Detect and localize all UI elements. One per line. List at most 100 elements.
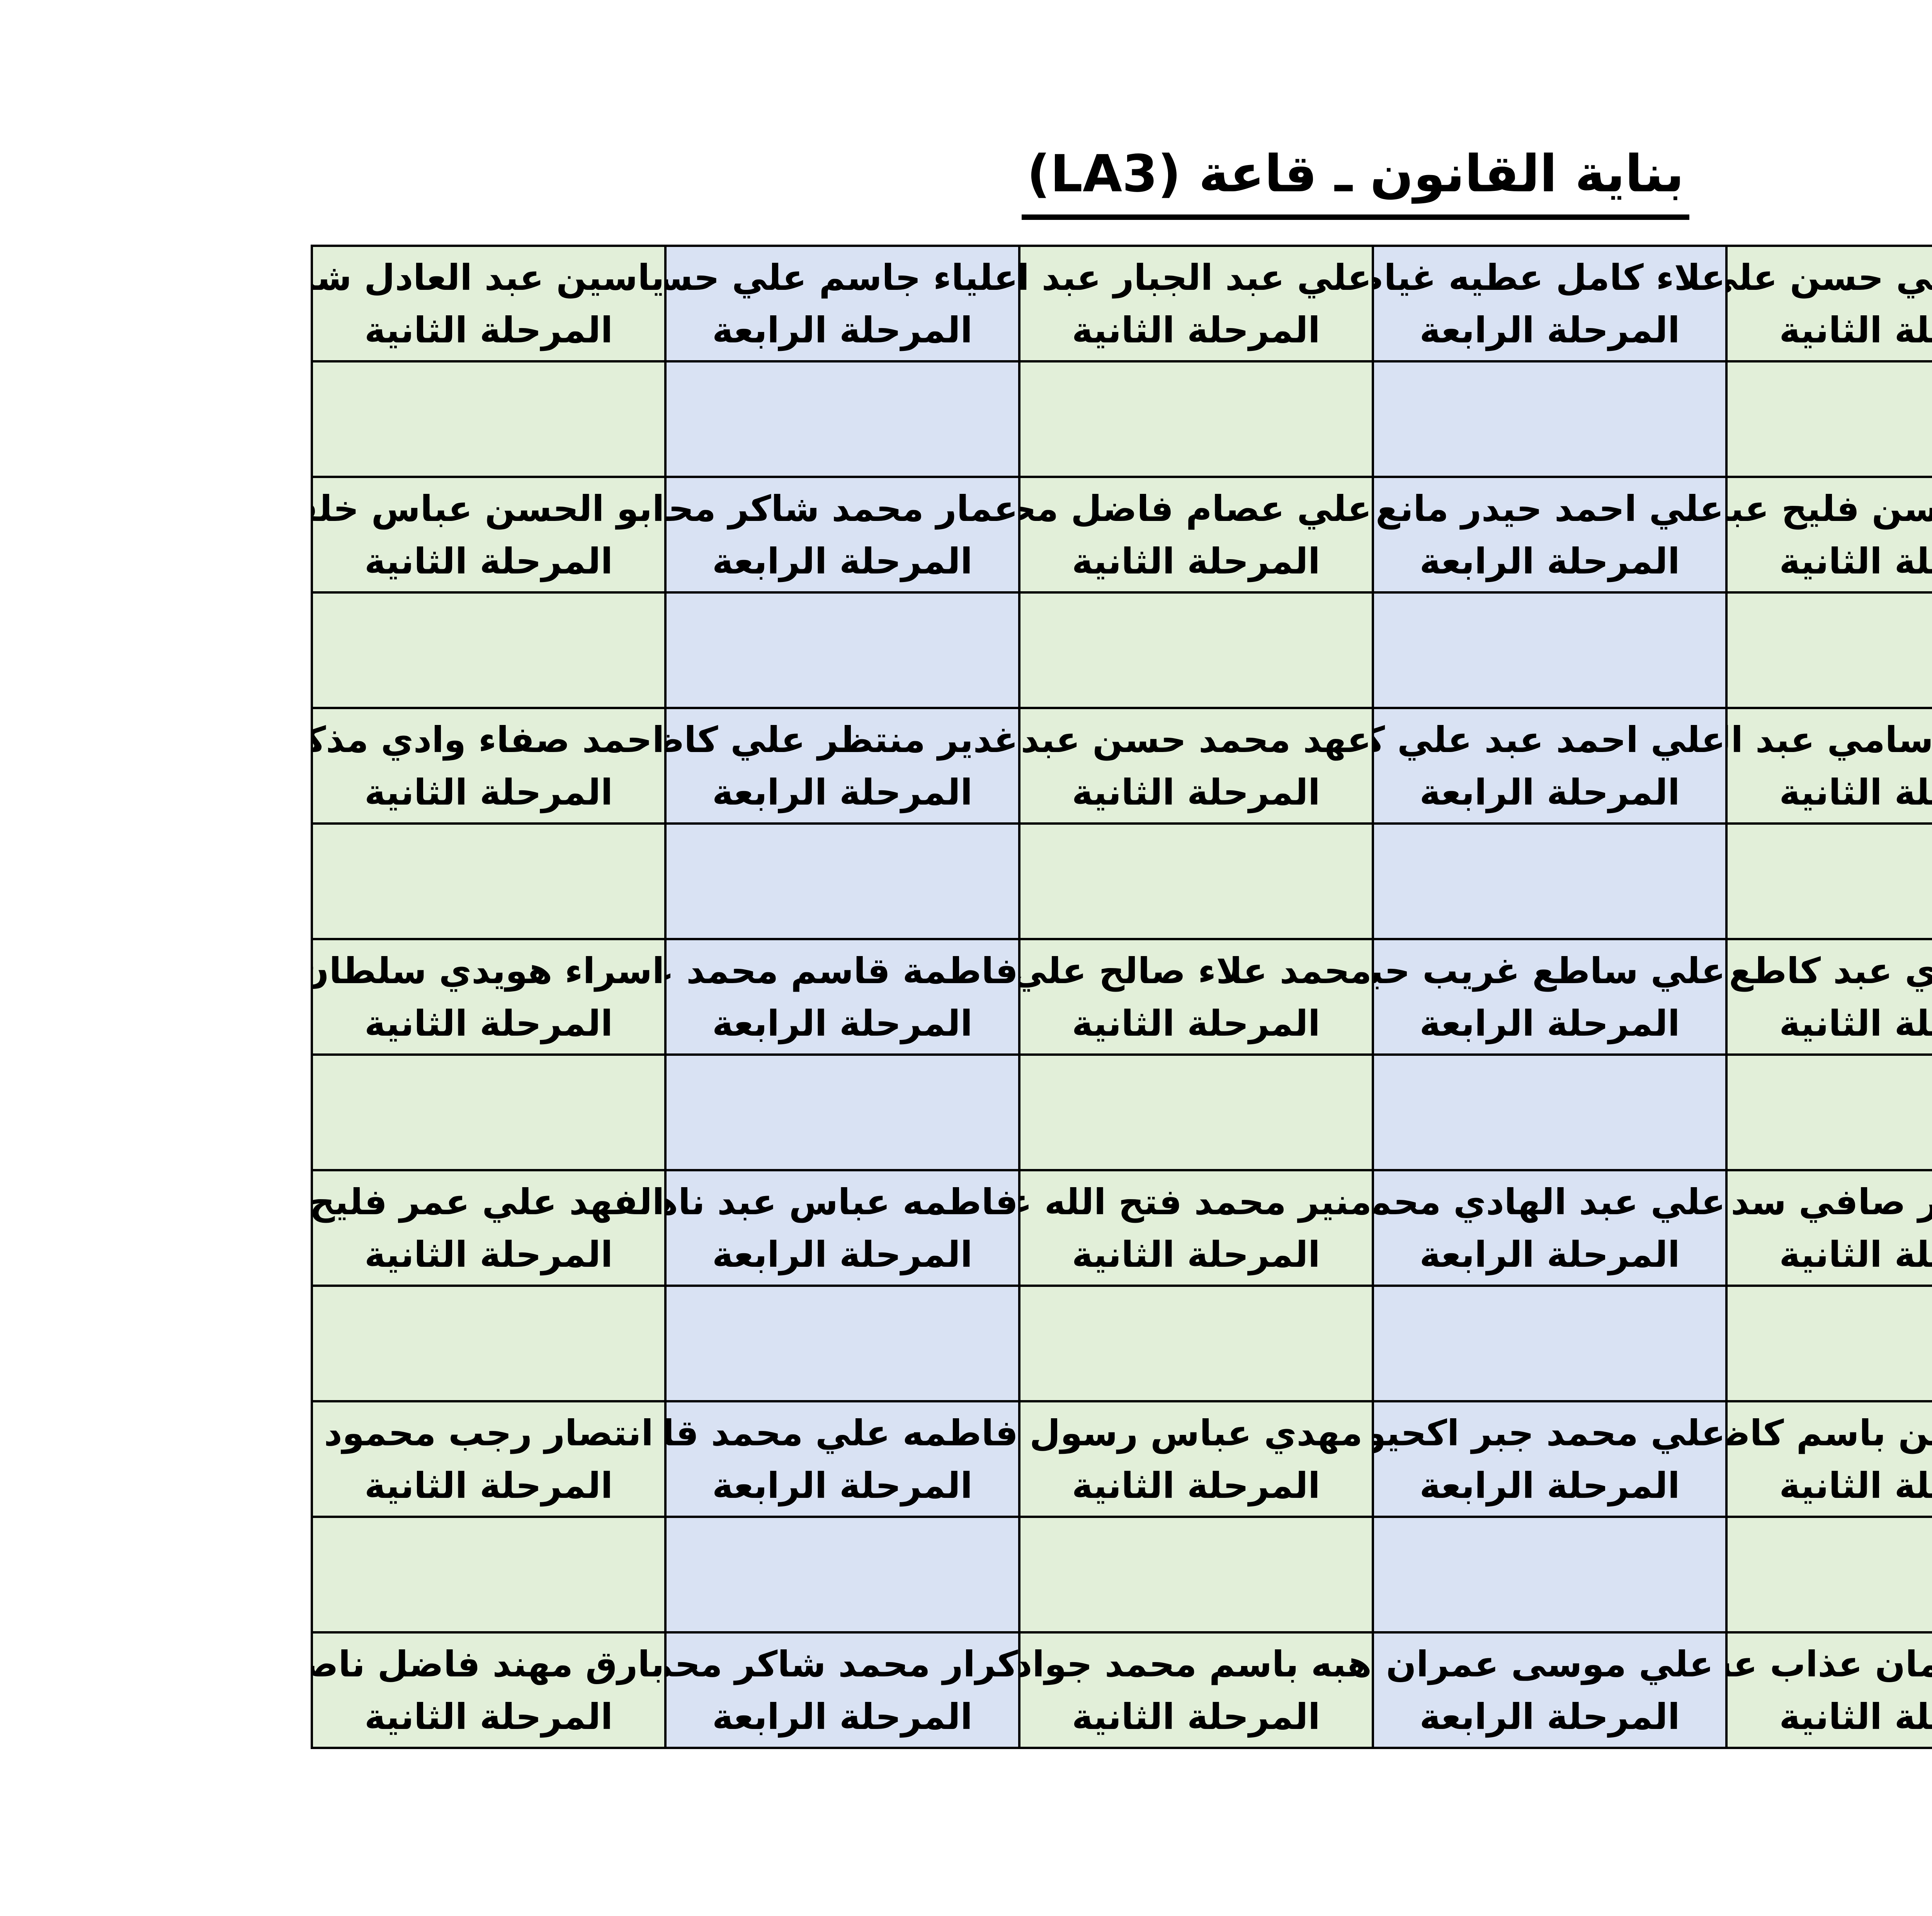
student-row: عباس عدنان صاحبالمرحلة الرابعةعلاء ميري …: [310, 938, 1932, 1056]
student-cell: هبه باسم محمد جواد المرحلة الثانية: [1018, 1631, 1374, 1749]
student-name: ابو الحسن عباس خلف: [312, 488, 665, 529]
student-cell: علي احمد حيدر مانع المرحلة الرابعة: [1372, 476, 1728, 594]
student-name: انتصار رجب محمود: [324, 1412, 653, 1454]
student-stage: المرحلة الثانية: [1071, 1465, 1320, 1506]
student-name: احمد صفاء وادي مذكور: [314, 719, 665, 761]
spacer-cell: [1372, 1516, 1728, 1634]
spacer-cell: [664, 1053, 1020, 1171]
student-stage: المرحلة الثانية: [1779, 1003, 1932, 1044]
student-name: علي محمد جبر اكحيوش: [1375, 1412, 1726, 1454]
student-cell: عهد محمد حسن عبد المرحلة الثانية: [1018, 707, 1374, 825]
student-cell-content: عبد الله سامي عبد الله المرحلة الثانية: [1729, 710, 1932, 819]
student-name: عبد الله سامي عبد الله: [1729, 719, 1932, 761]
student-cell: علي جبار صافي سدخان المرحلة الثانية: [1725, 1169, 1932, 1287]
seating-table-body: سجاد محمد جاسم حسنالمرحلة الرابعةضحى علي…: [310, 245, 1932, 1749]
spacer-cell: [1725, 822, 1932, 940]
spacer-cell: [310, 360, 667, 478]
student-cell: منير محمد فتح الله علي المرحلة الثانية: [1018, 1169, 1374, 1287]
student-cell: فاطمه عباس عبد ناهي المرحلة الرابعة: [664, 1169, 1020, 1287]
student-stage: المرحلة الثانية: [1071, 310, 1320, 351]
student-cell: علي ساطع غريب حبيب المرحلة الرابعة: [1372, 938, 1728, 1056]
spacer-cell: [310, 591, 667, 709]
student-cell: مهدي عباس رسول المرحلة الثانية: [1018, 1400, 1374, 1518]
student-cell-content: ابو الحسن عباس خلف المرحلة الثانية: [312, 479, 665, 588]
student-name: علي احمد حيدر مانع: [1376, 488, 1724, 529]
student-cell-content: علي عصام فاضل محمد المرحلة الثانية: [1022, 479, 1371, 588]
spacer-cell: [1018, 822, 1374, 940]
student-cell-content: ضحى علي حسن علي المرحلة الثانية: [1729, 248, 1932, 357]
spacer-cell: [1372, 360, 1728, 478]
student-cell: علي محمد جبر اكحيوش المرحلة الرابعة: [1372, 1400, 1728, 1518]
student-cell-content: علياء جاسم علي حسين المرحلة الرابعة: [668, 248, 1018, 357]
student-cell: علي موسى عمران المرحلة الرابعة: [1372, 1631, 1728, 1749]
student-name: علياء جاسم علي حسين: [668, 257, 1018, 298]
student-stage: المرحلة الثانية: [1071, 772, 1320, 813]
student-stage: المرحلة الثانية: [1779, 541, 1932, 582]
student-cell: علي عصام فاضل محمد المرحلة الثانية: [1018, 476, 1374, 594]
spacer-cell: [1372, 822, 1728, 940]
student-cell-content: انتصار رجب محمود المرحلة الثانية: [314, 1404, 663, 1512]
student-cell: علياء جاسم علي حسين المرحلة الرابعة: [664, 245, 1020, 362]
student-name: علي حسن باسم كاظم: [1729, 1412, 1932, 1454]
student-name: علي موسى عمران: [1386, 1644, 1714, 1685]
spacer-row: [310, 360, 1932, 478]
student-cell-content: كرار محمد شاكر محمد المرحلة الرابعة: [668, 1635, 1017, 1743]
student-cell-content: غدير منتظر علي كاظم المرحلة الرابعة: [668, 710, 1018, 819]
student-stage: المرحلة الثانية: [364, 1003, 613, 1044]
student-cell-content: فاطمه علي محمد قاسم المرحلة الرابعة: [665, 1404, 1018, 1512]
student-name: علي ساطع غريب حبيب: [1373, 950, 1726, 992]
student-stage: المرحلة الرابعة: [712, 1696, 973, 1737]
student-stage: المرحلة الرابعة: [1419, 772, 1680, 813]
student-stage: المرحلة الثانية: [1779, 310, 1932, 351]
student-cell-content: فاطمه عباس عبد ناهي المرحلة الرابعة: [668, 1172, 1017, 1281]
student-cell: ياسين عبد العادل شافي المرحلة الثانية: [310, 245, 667, 362]
student-stage: المرحلة الرابعة: [1419, 1696, 1680, 1737]
student-cell-content: علي عبد الجبار عبد الله المرحلة الثانية: [1022, 248, 1372, 357]
student-name: غدير منتظر علي كاظم: [668, 719, 1018, 761]
student-cell-content: احمد صفاء وادي مذكور المرحلة الثانية: [314, 710, 665, 819]
spacer-cell: [1725, 1516, 1932, 1634]
student-cell: غدير منتظر علي كاظم المرحلة الرابعة: [664, 707, 1020, 825]
spacer-cell: [310, 822, 667, 940]
student-cell-content: علي حسن باسم كاظم المرحلة الثانية: [1729, 1404, 1932, 1512]
student-stage: المرحلة الثانية: [1779, 1465, 1932, 1506]
spacer-cell: [664, 822, 1020, 940]
student-cell-content: مهدي عباس رسول المرحلة الثانية: [1022, 1404, 1371, 1512]
student-stage: المرحلة الرابعة: [1419, 1234, 1680, 1275]
student-cell-content: علاء كامل عطيه غياض المرحلة الرابعة: [1373, 248, 1726, 357]
student-name: فاطمة قاسم محمد عباس: [668, 950, 1018, 992]
student-cell-content: علي ساطع غريب حبيب المرحلة الرابعة: [1373, 941, 1726, 1050]
student-name: فاطمه علي محمد قاسم: [665, 1412, 1018, 1454]
spacer-cell: [1018, 360, 1374, 478]
student-row: عبدالله عبد العزيز عامرالمرحلة الرابعةعل…: [310, 1631, 1932, 1749]
student-cell-content: عهد محمد حسن عبد المرحلة الثانية: [1022, 710, 1371, 819]
student-cell-content: علي سلمان عذاب عسكر المرحلة الثانية: [1729, 1635, 1932, 1743]
spacer-cell: [664, 1516, 1020, 1634]
student-stage: المرحلة الرابعة: [712, 1003, 973, 1044]
student-stage: المرحلة الثانية: [1071, 1234, 1320, 1275]
student-name: مهدي عباس رسول: [1029, 1412, 1363, 1454]
spacer-cell: [1372, 1285, 1728, 1402]
student-name: علاء كامل عطيه غياض: [1373, 257, 1726, 298]
student-stage: المرحلة الثانية: [364, 541, 613, 582]
student-stage: المرحلة الرابعة: [712, 1234, 973, 1275]
student-cell: علي سلمان عذاب عسكر المرحلة الثانية: [1725, 1631, 1932, 1749]
spacer-cell: [664, 591, 1020, 709]
student-cell-content: هبه باسم محمد جواد المرحلة الثانية: [1019, 1635, 1372, 1743]
student-name: علي جبار صافي سدخان: [1729, 1181, 1932, 1223]
spacer-row: [310, 1053, 1932, 1171]
student-name: هبه باسم محمد جواد: [1019, 1644, 1372, 1685]
student-cell-content: محمد علاء صالح علي المرحلة الثانية: [1019, 941, 1372, 1050]
student-cell-content: ياسين عبد العادل شافي المرحلة الثانية: [314, 248, 663, 357]
student-stage: المرحلة الثانية: [1071, 541, 1320, 582]
student-stage: المرحلة الرابعة: [712, 310, 973, 351]
spacer-cell: [664, 360, 1020, 478]
student-cell-content: فاطمة قاسم محمد عباس المرحلة الرابعة: [668, 941, 1018, 1050]
student-name: علي عبد الجبار عبد الله: [1022, 257, 1372, 298]
student-name: علي احمد عبد علي كاظم: [1375, 719, 1726, 761]
student-stage: المرحلة الثانية: [1779, 1696, 1932, 1737]
student-name: محمد علاء صالح علي: [1019, 950, 1372, 992]
student-cell: عبد الله سامي عبد الله المرحلة الثانية: [1725, 707, 1932, 825]
student-cell: الفهد علي عمر فليح المرحلة الثانية: [310, 1169, 667, 1287]
student-stage: المرحلة الرابعة: [712, 772, 973, 813]
